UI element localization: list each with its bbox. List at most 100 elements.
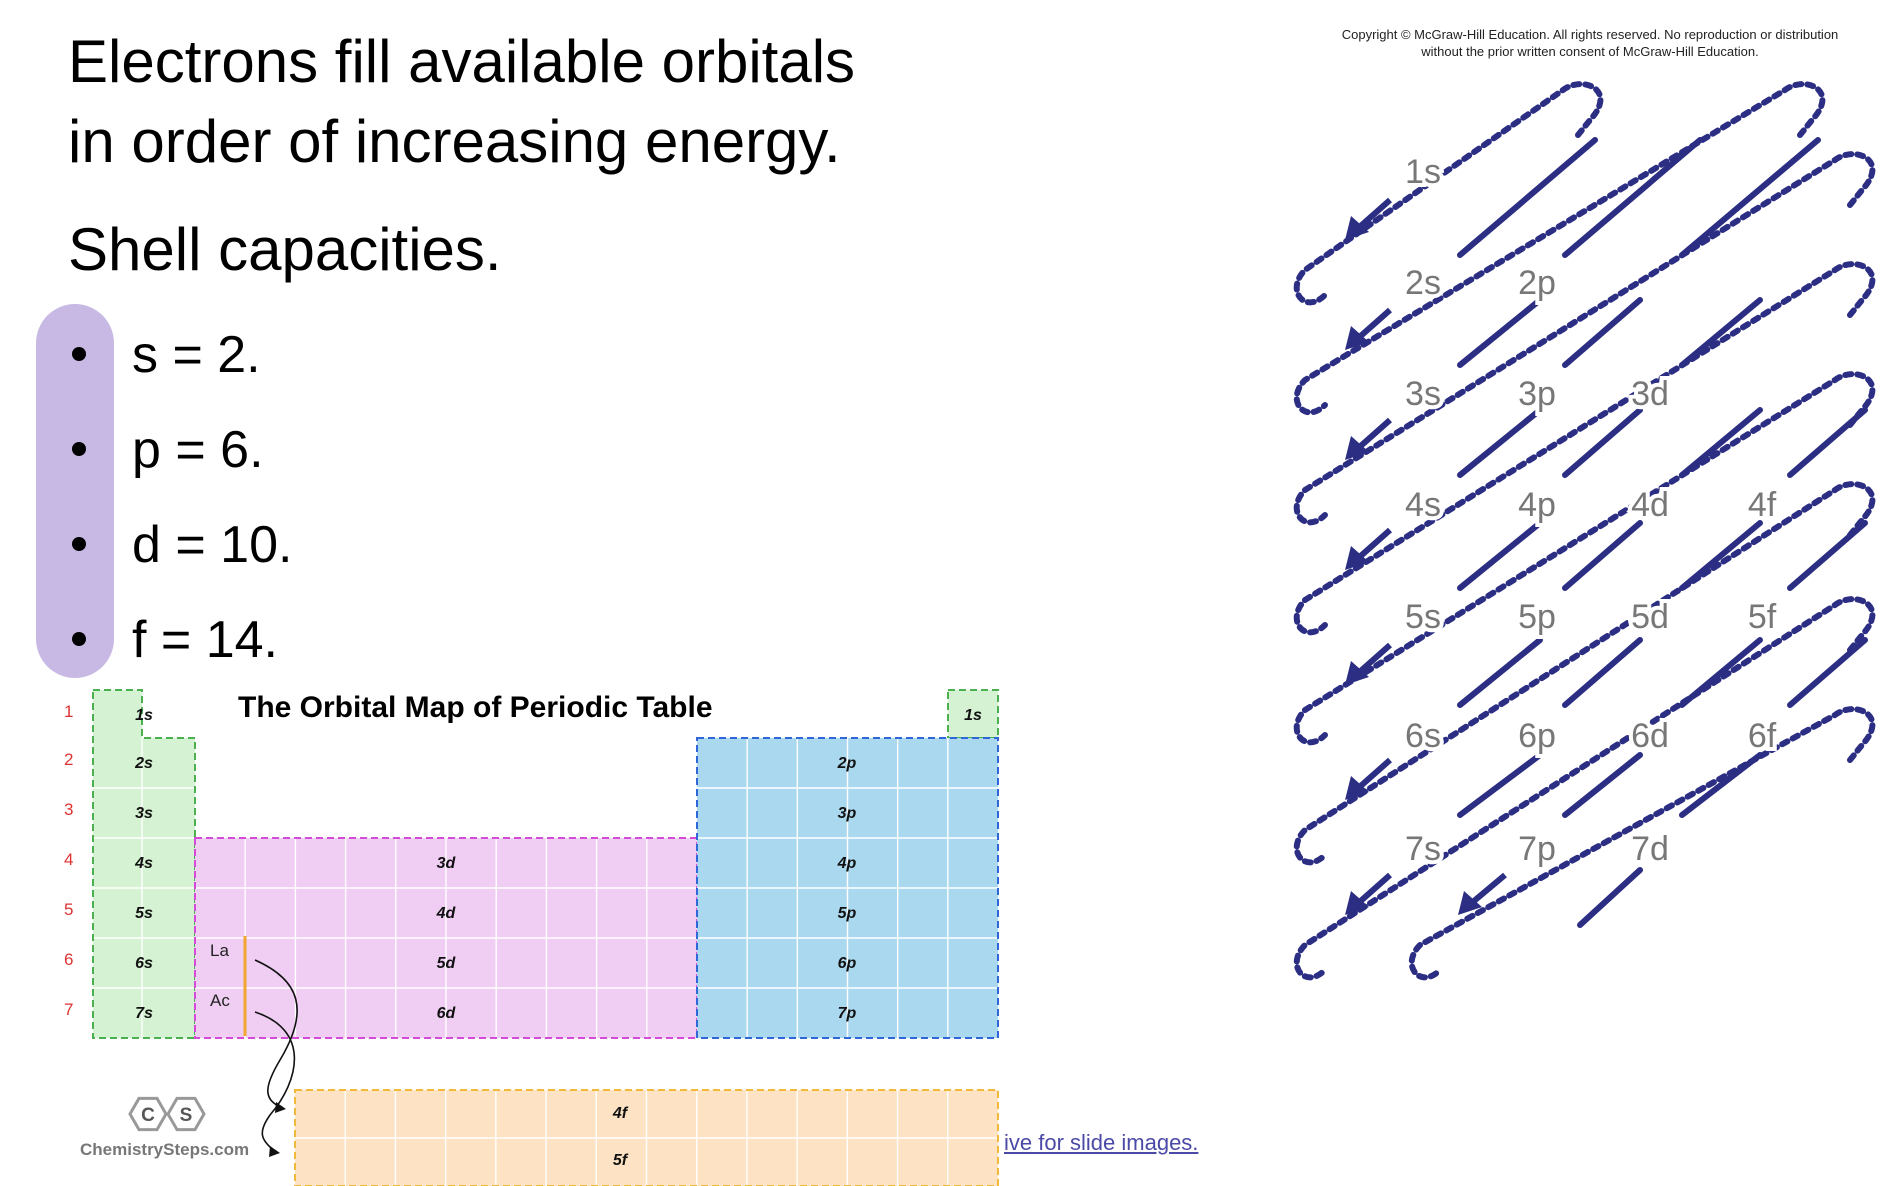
aufbau-orbital-label: 4s <box>1405 486 1441 524</box>
f-block <box>294 1089 999 1186</box>
aufbau-paths <box>1293 81 1876 981</box>
aufbau-return-loop <box>1293 81 1604 306</box>
capacity-list: s = 2. p = 6. d = 10. f = 14. <box>64 320 292 700</box>
aufbau-diagonal <box>1562 407 1643 478</box>
periodic-table-title: The Orbital Map of Periodic Table <box>238 691 713 724</box>
aufbau-orbital-label: 6s <box>1405 717 1441 755</box>
period-number: 2 <box>64 750 73 769</box>
f-orbital-label: 4f <box>612 1105 629 1122</box>
bullet-dot <box>72 347 86 361</box>
d-block <box>194 837 698 1039</box>
brand-name: ChemistrySteps.com <box>80 1140 250 1159</box>
s-orbital-label: 1s <box>135 707 153 724</box>
aufbau-diagonal <box>1562 137 1703 258</box>
aufbau-diagonal <box>1679 407 1763 478</box>
aufbau-arrowhead <box>1345 776 1369 800</box>
aufbau-arrowhead <box>1345 546 1369 570</box>
aufbau-orbital-label: 4f <box>1748 486 1777 524</box>
aufbau-diagonal <box>1457 520 1543 591</box>
p-orbital-label: 7p <box>838 1005 857 1022</box>
aufbau-diagonal <box>1577 867 1643 928</box>
aufbau-diagonal <box>1562 637 1643 708</box>
aufbau-diagonal <box>1457 137 1598 258</box>
aufbau-return-loop <box>1293 261 1876 636</box>
aufbau-orbital-label: 5d <box>1631 598 1669 636</box>
aufbau-orbital-label: 4d <box>1631 486 1669 524</box>
aufbau-orbital-label: 6f <box>1748 717 1777 755</box>
aufbau-diagonal <box>1562 752 1643 818</box>
p-orbital-label: 3p <box>838 805 857 822</box>
aufbau-return-loop <box>1293 371 1876 746</box>
s-orbital-label: 3s <box>135 805 153 822</box>
s-orbital-label: 5s <box>135 905 153 922</box>
aufbau-orbital-label: 5p <box>1518 598 1556 636</box>
aufbau-diagonal <box>1457 752 1543 818</box>
actinide-label: Ac <box>210 991 230 1010</box>
d-orbital-label: 4d <box>436 905 457 922</box>
logo-letter: C <box>141 1105 155 1126</box>
bullet-highlight <box>36 304 114 678</box>
aufbau-orbital-label: 2p <box>1518 264 1556 302</box>
p-orbital-label: 5p <box>838 905 857 922</box>
period-number: 3 <box>64 800 73 819</box>
logo-letter: S <box>180 1105 193 1126</box>
aufbau-return-loop <box>1293 596 1876 981</box>
aufbau-orbital-label: 3p <box>1518 375 1556 413</box>
lanthanide-label: La <box>210 941 229 960</box>
aufbau-diagonal <box>1457 407 1543 478</box>
capacity-item-s: s = 2. <box>64 320 292 415</box>
d-orbital-label: 3d <box>437 855 457 872</box>
period-number: 7 <box>64 1000 73 1019</box>
aufbau-orbital-label: 7s <box>1405 830 1441 868</box>
d-block-border <box>194 837 698 1039</box>
aufbau-orbital-label: 7d <box>1631 830 1669 868</box>
aufbau-arrowhead <box>1458 891 1482 915</box>
slide-images-link[interactable]: ive for slide images. <box>1004 1130 1199 1155</box>
aufbau-diagonal <box>1457 297 1543 368</box>
logo-hexagon <box>166 1096 206 1132</box>
aufbau-orbital-label: 6p <box>1518 717 1556 755</box>
capacity-item-d: d = 10. <box>64 510 292 605</box>
copyright-notice: Copyright © McGraw-Hill Education. All r… <box>1341 27 1839 59</box>
aufbau-orbital-label: 3s <box>1405 375 1441 413</box>
aufbau-arrowhead <box>1345 661 1369 685</box>
helium-cell-fill <box>948 690 998 738</box>
capacity-text: s = 2. <box>132 326 261 384</box>
aufbau-diagonal <box>1679 137 1821 258</box>
p-block <box>696 737 999 1039</box>
logo-hexagon <box>128 1096 168 1132</box>
p-orbital-label: 2p <box>837 755 857 772</box>
arrowhead <box>275 1102 286 1113</box>
aufbau-orbital-label: 4p <box>1518 486 1556 524</box>
aufbau-diagonal <box>1562 520 1643 591</box>
heading-line-1: Electrons fill available orbitals <box>68 28 856 95</box>
s-orbital-label: 4s <box>134 855 153 872</box>
period-number: 5 <box>64 900 73 919</box>
aufbau-return-loop <box>1293 81 1826 416</box>
aufbau-diagonal <box>1787 520 1868 591</box>
p-block-border <box>696 737 999 1039</box>
aufbau-return-loop <box>1293 481 1876 866</box>
period-number: 1 <box>64 702 73 721</box>
heading: Electrons fill available orbitals in ord… <box>68 22 855 182</box>
aufbau-orbital-label: 3d <box>1631 375 1669 413</box>
aufbau-orbital-label: 1s <box>1405 153 1441 191</box>
p-orbital-label: 4p <box>837 855 857 872</box>
s-orbital-label: 6s <box>135 955 153 972</box>
aufbau-return-loop <box>1293 151 1876 526</box>
heading-line-2: in order of increasing energy. <box>68 108 841 175</box>
capacity-text: d = 10. <box>132 516 293 574</box>
arrowhead <box>269 1146 280 1157</box>
aufbau-diagonal <box>1679 637 1763 708</box>
aufbau-arrowhead <box>1345 216 1369 240</box>
aufbau-diagonal <box>1787 637 1868 708</box>
d-orbital-label: 6d <box>437 1005 457 1022</box>
period-number: 4 <box>64 850 73 869</box>
helium-orbital-label: 1s <box>964 707 982 724</box>
bullet-dot <box>72 632 86 646</box>
aufbau-diagonal <box>1457 637 1543 708</box>
capacity-item-p: p = 6. <box>64 415 292 510</box>
capacity-text: f = 14. <box>132 611 278 669</box>
